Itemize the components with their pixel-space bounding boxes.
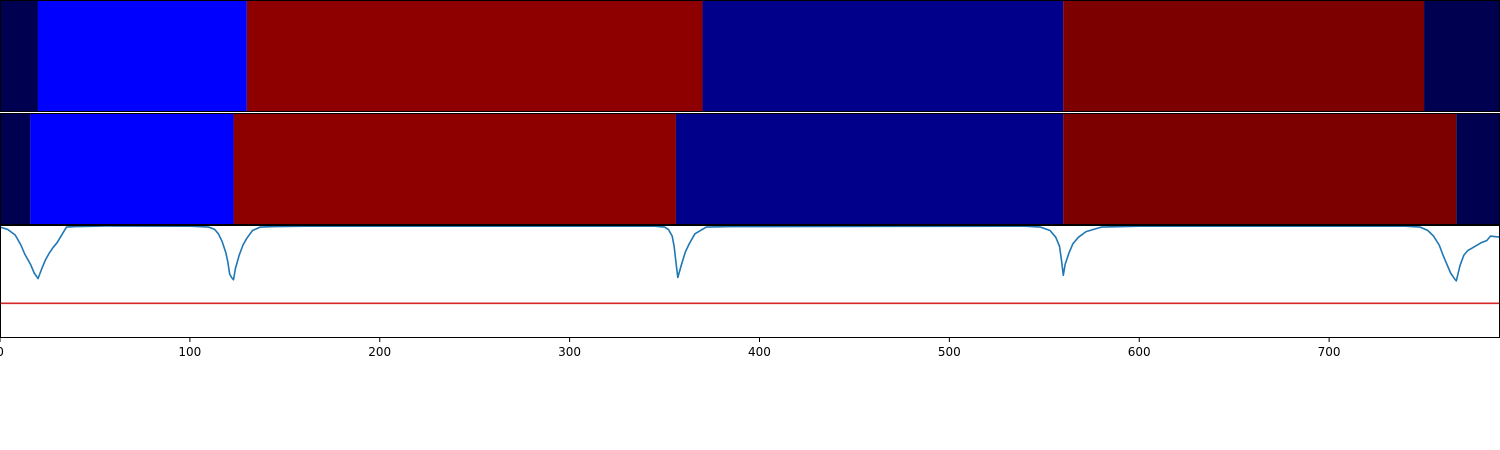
- heatmap-2-segment-2: [233, 113, 676, 225]
- heatmap-1-segment-4: [1063, 0, 1425, 112]
- heatmap-panel-1: [0, 0, 1500, 112]
- x-tick-label-300: 300: [558, 345, 581, 359]
- heatmap-2-segment-5: [1456, 113, 1500, 225]
- x-axis: 0 100 200 300 400 500 600 700: [0, 338, 1341, 359]
- heatmap-1-segment-1: [37, 0, 247, 112]
- heatmap-2-segment-4: [1063, 113, 1457, 225]
- heatmap-2-segment-3: [675, 113, 1064, 225]
- x-tick-label-0: 0: [0, 345, 4, 359]
- heatmap-2-segment-0: [0, 113, 31, 225]
- series-line-blue: [0, 225, 1500, 282]
- heatmap-1-segment-2: [246, 0, 703, 112]
- x-tick-label-400: 400: [748, 345, 771, 359]
- heatmap-1-segment-3: [702, 0, 1064, 112]
- x-tick-label-600: 600: [1128, 345, 1151, 359]
- heatmap-1-segment-0: [0, 0, 38, 112]
- x-tick-label-100: 100: [178, 345, 201, 359]
- x-tick-label-500: 500: [938, 345, 961, 359]
- line-panel-background: [0, 225, 1500, 338]
- x-tick-label-200: 200: [368, 345, 391, 359]
- x-tick-label-700: 700: [1318, 345, 1341, 359]
- heatmap-panel-2: [0, 113, 1500, 225]
- line-panel: 0 100 200 300 400 500 600 700: [0, 225, 1500, 359]
- heatmap-1-segment-5: [1424, 0, 1500, 112]
- heatmap-2-segment-1: [30, 113, 234, 225]
